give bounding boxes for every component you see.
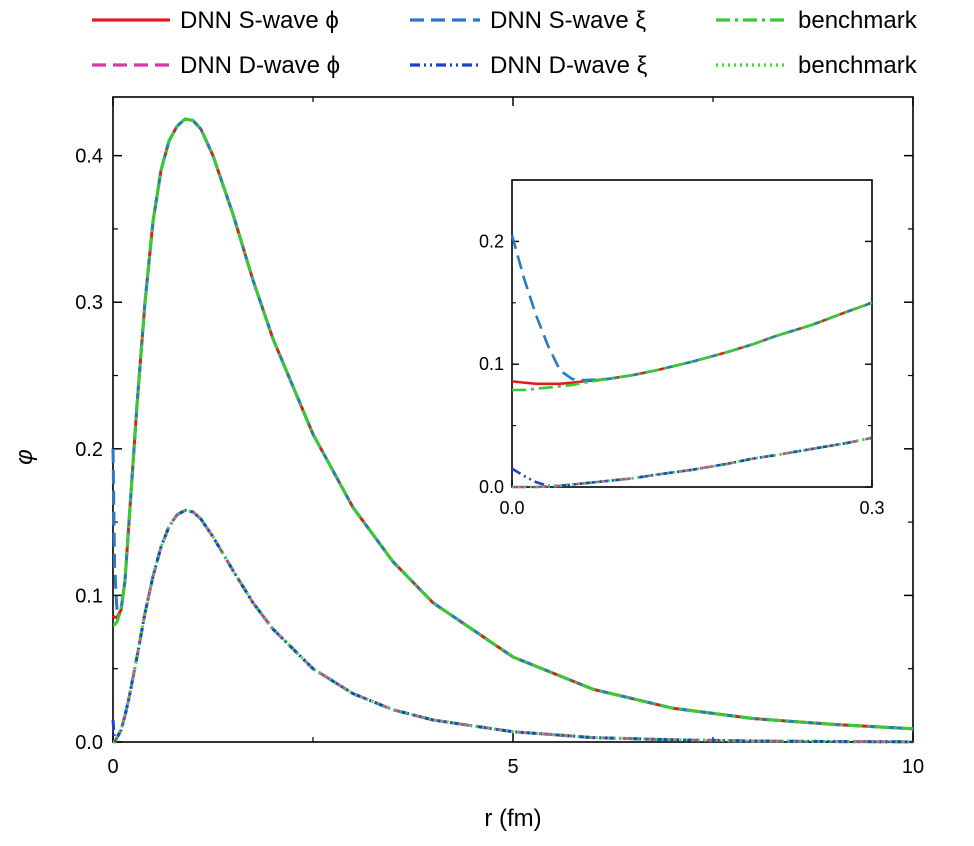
legend-label-3: DNN D-wave ϕ xyxy=(180,52,340,79)
series-line-benchmark-2 xyxy=(113,117,914,731)
series-line-dnn-d-wave-4 xyxy=(111,508,914,744)
inset-plot-area: 0.0 0.3 0.0 0.1 0.2 xyxy=(479,179,885,518)
x-tick-label: 5 xyxy=(507,756,518,778)
inset-series-line-benchmark-2 xyxy=(512,301,873,392)
inset-frame xyxy=(511,179,873,488)
y-tick-label: 0.2 xyxy=(75,439,103,461)
series-line-benchmark-5 xyxy=(113,508,914,744)
y-tick-label: 0.4 xyxy=(75,146,103,168)
inset-y-tick-label: 0.1 xyxy=(479,354,504,374)
inset-x-tick-label: 0.0 xyxy=(499,498,524,518)
inset-y-tick-label: 0.0 xyxy=(479,477,504,497)
y-axis-label: φ xyxy=(11,449,38,465)
y-tick-label: 0.0 xyxy=(75,732,103,754)
legend: DNN S-wave ϕ DNN S-wave ξ benchmark DNN D-w… xyxy=(92,7,918,79)
inset-x-tick-label: 0.3 xyxy=(859,498,884,518)
inset-series-line-benchmark-5 xyxy=(512,436,873,489)
inset-series-line-dnn-d-wave-3 xyxy=(512,436,873,489)
y-tick-label: 0.1 xyxy=(75,585,103,607)
x-axis-label: r (fm) xyxy=(484,805,541,832)
x-tick-label: 0 xyxy=(107,756,118,778)
legend-label-0: DNN S-wave ϕ xyxy=(180,7,339,34)
inset-y-tick-label: 0.2 xyxy=(479,231,504,251)
legend-label-2: benchmark xyxy=(798,7,918,34)
legend-label-1: DNN S-wave ξ xyxy=(490,7,646,34)
legend-label-5: benchmark xyxy=(798,52,918,79)
y-tick-label: 0.3 xyxy=(75,292,103,314)
x-tick-label: 10 xyxy=(902,756,924,778)
legend-label-4: DNN D-wave ξ xyxy=(490,52,648,79)
series-line-dnn-d-wave-3 xyxy=(113,508,914,744)
main-plot-area: 0 5 10 0.0 0.1 0.2 0.3 0.4 xyxy=(75,96,924,778)
